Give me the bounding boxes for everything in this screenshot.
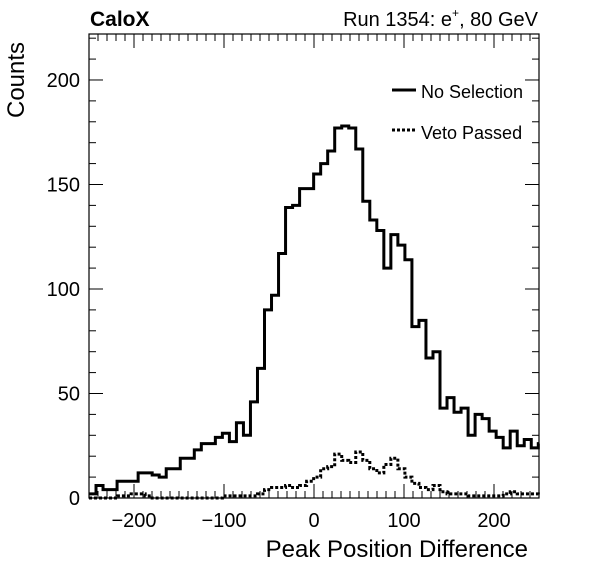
x-tick-label: 0 [308, 510, 319, 532]
legend-label-veto-passed: Veto Passed [421, 123, 522, 143]
x-tick-label: −200 [111, 510, 156, 532]
legend-label-no-selection: No Selection [421, 82, 523, 102]
x-tick-label: 200 [477, 510, 510, 532]
series-no-selection-line [89, 124, 540, 496]
y-tick-label: 200 [47, 70, 80, 92]
x-tick-label: −100 [201, 510, 246, 532]
x-axis-title: Peak Position Difference [266, 536, 528, 563]
chart-title-energy: , 80 GeV [459, 9, 539, 31]
x-tick-label: 100 [387, 510, 420, 532]
y-tick-label: 0 [69, 488, 80, 510]
x-axis: −200 −100 0 100 200 [88, 34, 540, 532]
y-tick-label: 50 [58, 383, 80, 405]
series-veto-passed-line [89, 450, 540, 500]
series-layer [89, 124, 540, 500]
chart-title-run: Run 1354: e [343, 9, 452, 31]
plot-frame [88, 33, 540, 499]
chart-title-left: CaloX [90, 8, 150, 31]
y-tick-label: 150 [47, 174, 80, 196]
chart-title-right: Run 1354: e+, 80 GeV [343, 6, 539, 31]
y-axis: 0 50 100 150 200 [47, 37, 539, 510]
chart-title-sup: + [452, 6, 459, 20]
y-tick-label: 100 [47, 279, 80, 301]
legend: No Selection Veto Passed [392, 82, 523, 143]
y-axis-title: Counts [3, 42, 30, 118]
